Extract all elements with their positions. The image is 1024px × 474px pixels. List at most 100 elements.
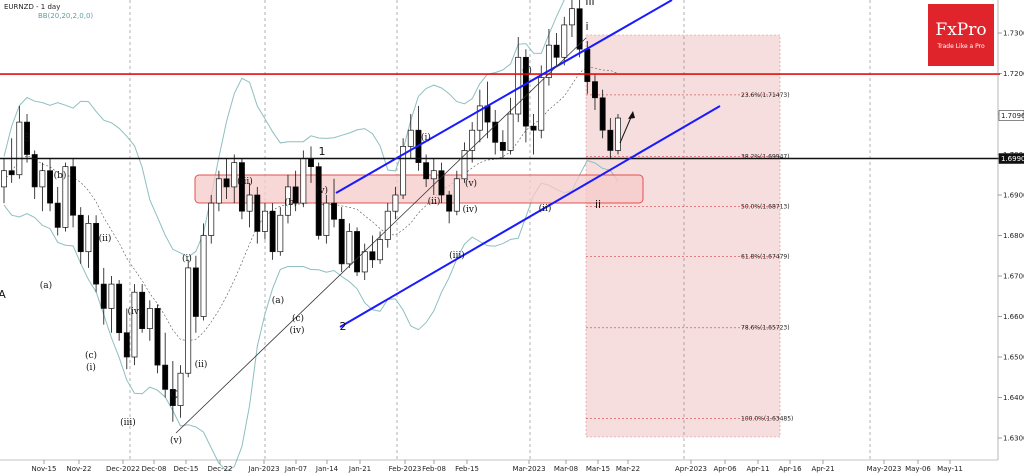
x-tick-label: Mar-22 xyxy=(616,465,640,473)
x-axis: Nov-15 Nov-22 Dec-2022 Dec-08 Dec-15 Dec-22 Ja… xyxy=(32,460,963,473)
fib-level-label: 78.6%(1.65723) xyxy=(741,325,790,332)
candle-up xyxy=(469,129,476,151)
candle-down xyxy=(553,44,560,58)
x-tick-label: Dec-15 xyxy=(174,465,199,473)
wave-label: (v) xyxy=(465,178,477,189)
candle-up xyxy=(1,170,7,188)
wave-label: (v) xyxy=(316,185,328,196)
candle-down xyxy=(584,48,591,82)
wave-label: 2 xyxy=(340,320,347,333)
candle-down xyxy=(169,389,176,406)
candle-down xyxy=(192,267,199,317)
candle-up xyxy=(568,8,575,26)
candle-down xyxy=(154,308,161,366)
candle-down xyxy=(607,129,614,151)
wave-label: (ii) xyxy=(539,203,552,214)
candle-up xyxy=(185,267,192,374)
x-tick-label: Jan-21 xyxy=(348,465,371,473)
arrow-head-icon xyxy=(628,111,635,119)
x-tick-label: Nov-22 xyxy=(67,465,92,473)
candle-up xyxy=(277,214,284,253)
candle-up xyxy=(361,251,368,273)
candle-down xyxy=(599,97,606,131)
candle-up xyxy=(545,44,552,78)
candle-up xyxy=(208,202,215,236)
x-tick-label: Mar-15 xyxy=(586,465,610,473)
candle-up xyxy=(538,77,545,131)
fib-level-label: 50.0%(1.68713) xyxy=(741,204,790,211)
candle-down xyxy=(338,218,345,265)
candle-down xyxy=(292,186,299,204)
y-tick-label: 1.68000 xyxy=(1003,232,1024,240)
wave-label: (ii) xyxy=(195,359,208,370)
y-tick-label: 1.64000 xyxy=(1003,394,1024,402)
candle-down xyxy=(308,158,314,168)
candle-down xyxy=(70,166,77,216)
candle-down xyxy=(24,121,30,155)
candle-up xyxy=(200,235,207,317)
wave-label: (iii) xyxy=(237,176,253,187)
x-tick-label: Dec-22 xyxy=(208,465,233,473)
x-tick-label: Jan-14 xyxy=(315,465,339,473)
candle-up xyxy=(561,24,568,58)
y-tick-label: 1.69000 xyxy=(1003,192,1024,200)
y-tick-label: 1.66000 xyxy=(1003,313,1024,321)
candle-up xyxy=(231,162,238,188)
x-tick-label: Dec-08 xyxy=(142,465,167,473)
x-tick-label: Apr-11 xyxy=(746,465,769,473)
candle-up xyxy=(108,283,115,309)
wave-label: (i) xyxy=(86,362,96,373)
wave-label: B xyxy=(23,131,31,144)
candle-down xyxy=(238,162,245,212)
candle-up xyxy=(16,121,23,176)
candle-down xyxy=(54,202,61,228)
x-tick-label: Mar-08 xyxy=(554,465,578,473)
fibonacci-levels: 0.0%(1.73941)23.6%(1.71473)38.2%(1.69947… xyxy=(586,92,793,422)
candle-up xyxy=(392,194,399,212)
x-tick-label: Nov-15 xyxy=(32,465,57,473)
price-tag-box xyxy=(998,153,1024,164)
fxpro-logo: FxPro Trade Like a Pro xyxy=(928,4,994,66)
wave-labels: B(b)(a)(ii)(iii)(c)(i)(iv)(v)C(i)(ii)(ii… xyxy=(0,0,601,446)
x-tick-label: Feb-08 xyxy=(422,465,446,473)
candle-down xyxy=(162,364,169,390)
candle-down xyxy=(116,283,123,334)
fibonacci-zone xyxy=(585,34,781,438)
candle-up xyxy=(407,129,414,147)
candle-up xyxy=(300,158,307,204)
wave-label: i xyxy=(585,20,588,33)
wave-label: C xyxy=(170,388,178,401)
candle-up xyxy=(39,170,46,188)
fib-level-label: 23.6%(1.71473) xyxy=(741,92,790,99)
candle-down xyxy=(592,81,598,99)
wave-label: (iii) xyxy=(449,250,465,261)
channel-upper-line xyxy=(335,0,673,194)
candle-up xyxy=(262,210,268,232)
x-tick-label: May-11 xyxy=(937,465,963,473)
candle-up xyxy=(177,372,184,406)
x-tick-label: May-2023 xyxy=(867,465,902,473)
y-axis: 1.740001.730001.720001.710001.700001.690… xyxy=(998,30,1024,443)
x-tick-label: Jan-07 xyxy=(284,465,307,473)
y-tick-label: 1.73000 xyxy=(1003,30,1024,38)
trend-line xyxy=(175,37,587,434)
candle-up xyxy=(384,210,391,240)
candle-down xyxy=(530,125,537,131)
x-tick-label: Apr-21 xyxy=(811,465,834,473)
candle-down xyxy=(93,223,100,285)
channel-lower-line xyxy=(339,105,721,328)
wave-label: (ii) xyxy=(428,196,441,207)
y-tick-label: 1.63000 xyxy=(1003,435,1024,443)
fib-level-label: 100.0%(1.63485) xyxy=(741,415,793,422)
candle-up xyxy=(507,113,514,151)
logo-tagline: Trade Like a Pro xyxy=(936,43,985,50)
x-tick-label: Feb-15 xyxy=(455,465,479,473)
wave-label: (iv) xyxy=(463,204,478,215)
wave-label: (b) xyxy=(285,197,298,208)
candle-down xyxy=(446,194,453,212)
candle-up xyxy=(131,291,138,358)
candle-up xyxy=(246,194,253,212)
y-tick-label: 1.67000 xyxy=(1003,273,1024,281)
wave-label: (a) xyxy=(40,280,52,291)
support-zone xyxy=(194,174,644,204)
